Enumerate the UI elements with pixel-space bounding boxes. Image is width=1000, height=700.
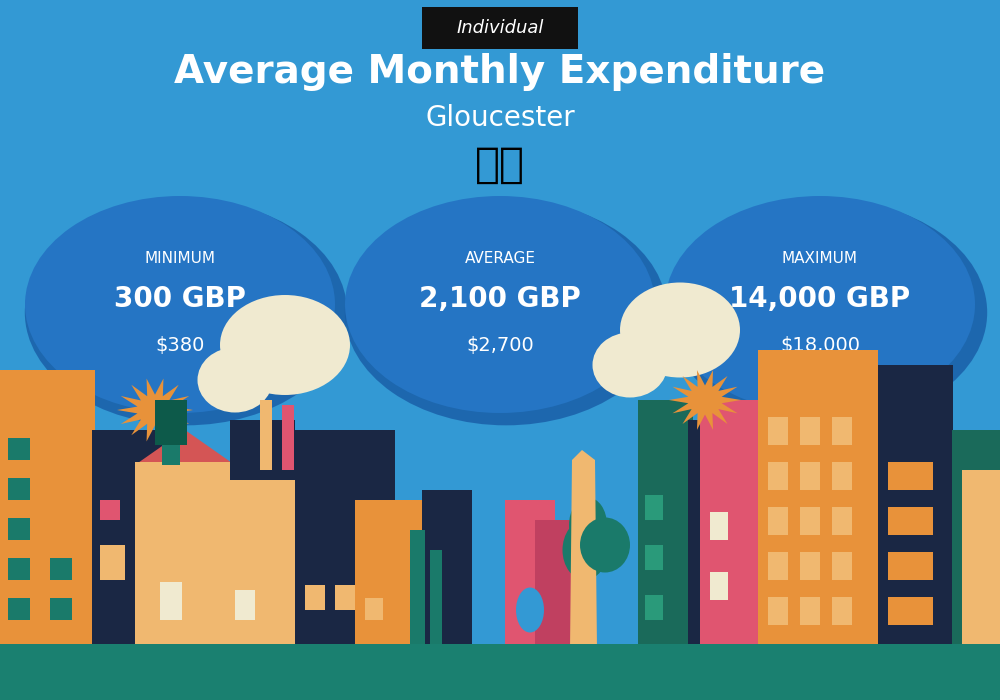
Bar: [430, 550, 442, 650]
Bar: [0, 645, 1000, 700]
Text: AVERAGE: AVERAGE: [464, 251, 536, 267]
Bar: [710, 512, 728, 540]
Ellipse shape: [25, 196, 335, 413]
Ellipse shape: [562, 520, 608, 580]
Bar: [100, 545, 125, 580]
Bar: [800, 417, 820, 445]
Polygon shape: [135, 430, 235, 465]
Bar: [878, 365, 953, 650]
Bar: [8, 598, 30, 620]
Ellipse shape: [620, 283, 740, 377]
Bar: [888, 597, 933, 625]
Bar: [768, 597, 788, 625]
Text: Individual: Individual: [456, 19, 544, 37]
Bar: [505, 500, 555, 650]
Bar: [832, 597, 852, 625]
Bar: [0, 644, 1000, 650]
Bar: [832, 417, 852, 445]
Text: MAXIMUM: MAXIMUM: [782, 251, 858, 267]
Bar: [160, 582, 182, 620]
Polygon shape: [117, 379, 193, 442]
Ellipse shape: [665, 196, 975, 413]
Bar: [50, 598, 72, 620]
Bar: [8, 558, 30, 580]
Text: 🇬🇧: 🇬🇧: [475, 144, 525, 186]
Bar: [8, 438, 30, 460]
Bar: [365, 598, 383, 620]
Bar: [888, 507, 933, 535]
Bar: [952, 430, 1000, 650]
Bar: [225, 480, 297, 650]
Text: 300 GBP: 300 GBP: [114, 285, 246, 313]
Bar: [8, 478, 30, 500]
Bar: [92, 430, 167, 650]
Polygon shape: [570, 450, 597, 650]
Bar: [800, 552, 820, 580]
Bar: [800, 597, 820, 625]
Bar: [260, 400, 272, 470]
Bar: [768, 507, 788, 535]
Bar: [645, 495, 663, 520]
Bar: [962, 470, 1000, 650]
Bar: [162, 400, 180, 465]
Text: Average Monthly Expenditure: Average Monthly Expenditure: [174, 53, 826, 91]
Bar: [135, 462, 235, 650]
Bar: [768, 552, 788, 580]
Polygon shape: [669, 370, 741, 430]
Bar: [355, 500, 425, 650]
Bar: [800, 507, 820, 535]
Text: $18,000: $18,000: [780, 336, 860, 355]
Ellipse shape: [665, 199, 987, 426]
Bar: [305, 585, 325, 610]
Ellipse shape: [569, 498, 607, 552]
Bar: [688, 420, 733, 650]
Bar: [8, 518, 30, 540]
Bar: [422, 490, 472, 650]
Ellipse shape: [25, 199, 347, 426]
Ellipse shape: [220, 295, 350, 395]
Bar: [800, 462, 820, 490]
Ellipse shape: [516, 587, 544, 633]
Text: 2,100 GBP: 2,100 GBP: [419, 285, 581, 313]
Bar: [638, 400, 693, 650]
Bar: [295, 430, 395, 650]
Bar: [235, 590, 255, 620]
Ellipse shape: [345, 196, 655, 413]
Bar: [282, 405, 294, 470]
Bar: [645, 595, 663, 620]
FancyBboxPatch shape: [422, 7, 578, 49]
Text: $2,700: $2,700: [466, 336, 534, 355]
Bar: [700, 400, 760, 650]
Ellipse shape: [580, 517, 630, 573]
Bar: [758, 350, 878, 650]
Bar: [888, 462, 933, 490]
Bar: [645, 545, 663, 570]
Bar: [155, 400, 187, 445]
Bar: [768, 417, 788, 445]
Bar: [832, 507, 852, 535]
Bar: [0, 370, 95, 650]
Text: Gloucester: Gloucester: [425, 104, 575, 132]
Bar: [50, 558, 72, 580]
Bar: [768, 462, 788, 490]
Bar: [710, 572, 728, 600]
Text: MINIMUM: MINIMUM: [144, 251, 215, 267]
Text: $380: $380: [155, 336, 205, 355]
Bar: [832, 552, 852, 580]
Bar: [335, 585, 355, 610]
Text: 14,000 GBP: 14,000 GBP: [729, 285, 911, 313]
Bar: [832, 462, 852, 490]
Bar: [888, 552, 933, 580]
Bar: [410, 530, 425, 650]
Ellipse shape: [592, 332, 668, 398]
Bar: [230, 420, 295, 650]
Bar: [535, 520, 585, 650]
Ellipse shape: [198, 347, 272, 412]
Bar: [100, 500, 120, 520]
Ellipse shape: [345, 199, 667, 426]
